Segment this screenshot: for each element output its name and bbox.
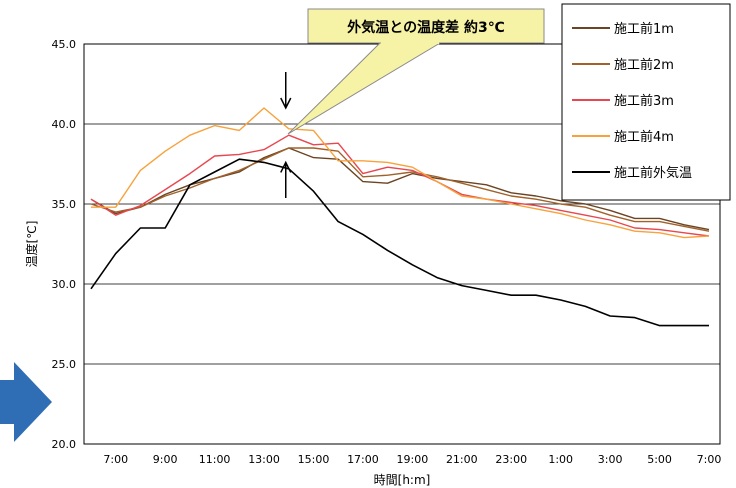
x-tick-label: 11:00 <box>199 453 231 466</box>
x-tick-label: 5:00 <box>647 453 672 466</box>
y-tick-label: 25.0 <box>52 358 77 371</box>
legend-box <box>561 3 731 201</box>
x-tick-label: 17:00 <box>347 453 379 466</box>
y-axis-title: 温度[℃] <box>24 221 39 268</box>
x-tick-label: 21:00 <box>446 453 478 466</box>
blue-right-arrow-icon <box>0 362 52 442</box>
annotation-callout: 外気温との温度差 約3℃ <box>287 8 545 135</box>
callout-text: 外気温との温度差 約3℃ <box>347 19 504 36</box>
x-tick-label: 15:00 <box>298 453 330 466</box>
down-arrow-head <box>280 97 292 110</box>
x-tick-label: 23:00 <box>495 453 527 466</box>
series-line-3 <box>91 107 710 239</box>
temperature-difference-arrows <box>280 72 292 198</box>
y-tick-label: 20.0 <box>52 438 77 451</box>
legend-label: 施工前3m <box>614 93 674 109</box>
callout-box <box>307 8 545 44</box>
series-line-2 <box>90 134 710 237</box>
y-axis-ticks: 20.0 25.0 30.0 35.0 40.0 45.0 <box>52 38 77 451</box>
legend-label: 施工前2m <box>614 57 674 73</box>
y-tick-label: 35.0 <box>52 198 77 211</box>
x-axis-ticks: 7:00 9:00 11:00 13:00 15:00 17:00 19:00 21:00 23… <box>103 453 721 466</box>
legend: 施工前1m 施工前2m 施工前3m 施工前4m 施工前外気温 <box>561 3 731 201</box>
series-lines <box>90 107 710 327</box>
series-line-0 <box>90 147 710 231</box>
up-arrow-head <box>280 160 292 173</box>
x-tick-label: 1:00 <box>548 453 573 466</box>
y-tick-label: 45.0 <box>52 38 77 51</box>
x-tick-label: 19:00 <box>397 453 429 466</box>
x-tick-label: 3:00 <box>598 453 623 466</box>
legend-label: 施工前4m <box>614 129 674 145</box>
legend-label: 施工前1m <box>614 21 674 37</box>
legend-label: 施工前外気温 <box>614 165 692 181</box>
x-tick-label: 7:00 <box>103 453 128 466</box>
x-tick-label: 9:00 <box>153 453 178 466</box>
series-line-1 <box>90 147 710 232</box>
x-tick-label: 7:00 <box>697 453 722 466</box>
x-axis-title: 時間[h:m] <box>374 473 431 487</box>
callout-pointer <box>287 42 442 135</box>
series-line-4 <box>90 158 709 327</box>
x-tick-label: 13:00 <box>248 453 280 466</box>
y-tick-label: 30.0 <box>52 278 77 291</box>
y-tick-label: 40.0 <box>52 118 77 131</box>
